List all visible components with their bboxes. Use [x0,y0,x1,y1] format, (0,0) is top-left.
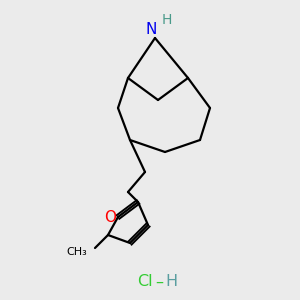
Text: N: N [145,22,157,38]
Text: O: O [104,211,116,226]
Text: –: – [155,274,163,290]
Text: Cl: Cl [137,274,153,290]
Text: CH₃: CH₃ [66,247,87,257]
Text: H: H [162,13,172,27]
Text: H: H [165,274,177,290]
